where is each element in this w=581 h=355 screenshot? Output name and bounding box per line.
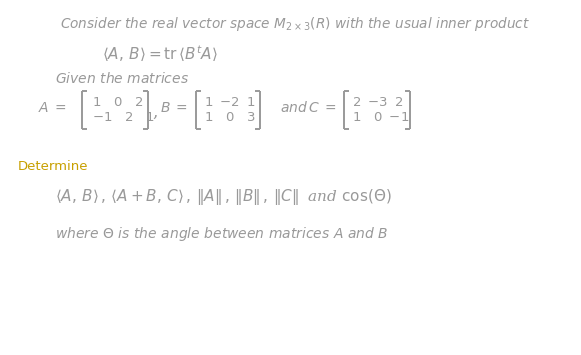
Text: $1\quad 0\quad 2$: $1\quad 0\quad 2$ — [92, 96, 144, 109]
Text: $B\;=$: $B\;=$ — [160, 101, 188, 115]
Text: $2\;\;{-3}\;\;2$: $2\;\;{-3}\;\;2$ — [352, 96, 403, 109]
Text: $1\quad 0\quad 3$: $1\quad 0\quad 3$ — [204, 111, 256, 124]
Text: $A\;=$: $A\;=$ — [38, 101, 67, 115]
Text: $\mathit{and}$: $\mathit{and}$ — [280, 100, 308, 115]
Text: $\mathit{where\ }\Theta\mathit{\ is\ the\ angle\ between\ matrices\ }A\mathit{\ : $\mathit{where\ }\Theta\mathit{\ is\ the… — [55, 225, 389, 243]
Text: ,: , — [152, 104, 157, 120]
Text: $1\quad 0\;\;{-1}$: $1\quad 0\;\;{-1}$ — [352, 111, 409, 124]
Text: $\langle A,\, B\rangle = \mathrm{tr}\,\langle B^t A\rangle$: $\langle A,\, B\rangle = \mathrm{tr}\,\l… — [102, 43, 218, 64]
Text: $\langle A,\,B\rangle\,,\,\langle A+B,\,C\rangle\,,\,\|A\|\,,\,\|B\|\,,\,\|C\|\;: $\langle A,\,B\rangle\,,\,\langle A+B,\,… — [55, 187, 392, 207]
Text: $-1\quad 2\quad 1$: $-1\quad 2\quad 1$ — [92, 111, 155, 124]
Text: $1\;\;{-2}\;\;1$: $1\;\;{-2}\;\;1$ — [204, 96, 256, 109]
Text: $\mathit{Consider\ the\ real\ vector\ space\ }M_{2\times3}(R)\mathit{\ with\ the: $\mathit{Consider\ the\ real\ vector\ sp… — [60, 15, 530, 33]
Text: $\mathit{Given\ the\ matrices}$: $\mathit{Given\ the\ matrices}$ — [55, 71, 189, 86]
Text: Determine: Determine — [18, 160, 88, 173]
Text: $C\;=$: $C\;=$ — [308, 101, 336, 115]
